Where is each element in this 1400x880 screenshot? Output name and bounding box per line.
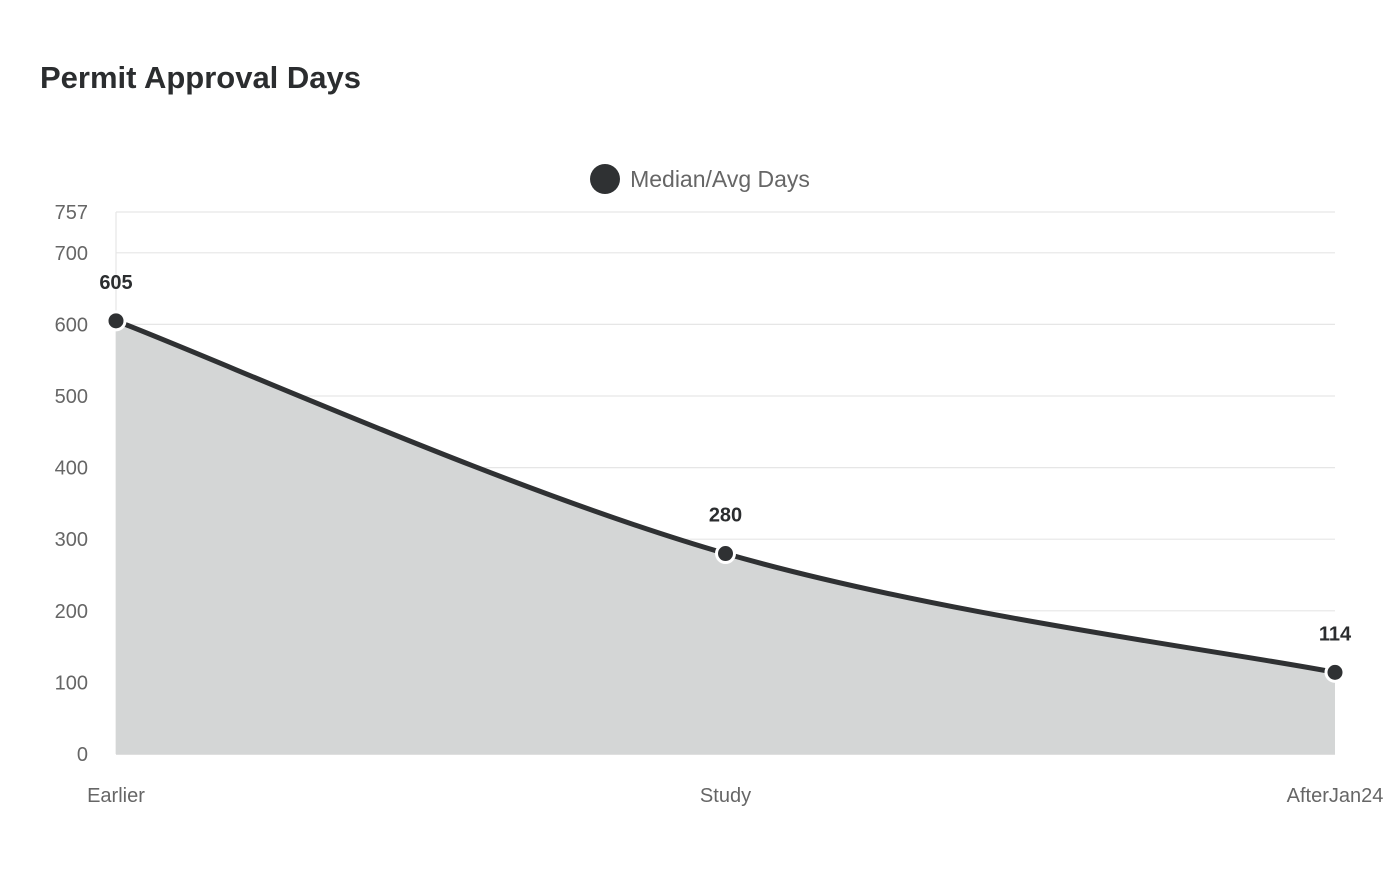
- data-point[interactable]: [105, 310, 127, 332]
- y-tick-label: 500: [55, 386, 88, 408]
- x-tick-label: AfterJan24: [1287, 785, 1384, 807]
- data-label: 114: [1319, 623, 1352, 645]
- data-point[interactable]: [1324, 661, 1346, 683]
- legend-swatch-icon: [590, 164, 621, 194]
- y-tick-label: 200: [55, 601, 88, 623]
- data-point[interactable]: [715, 543, 736, 565]
- y-tick-label: 400: [55, 458, 88, 480]
- series-area-fill: [116, 320, 1335, 754]
- y-tick-label: 0: [77, 744, 88, 766]
- legend[interactable]: Median/Avg Days: [0, 164, 1400, 194]
- legend-label: Median/Avg Days: [630, 165, 810, 192]
- x-tick-label: Earlier: [87, 785, 145, 807]
- data-label: 605: [99, 272, 132, 294]
- x-axis-labels: Earlier Study AfterJan24: [87, 785, 1383, 807]
- series-area: [116, 320, 1335, 754]
- data-points: [105, 310, 1346, 683]
- y-tick-label: 600: [55, 314, 88, 336]
- data-label: 280: [709, 505, 742, 527]
- x-tick-label: Study: [700, 785, 751, 807]
- chart-title: Permit Approval Days: [40, 60, 362, 95]
- y-tick-label: 700: [55, 243, 88, 265]
- y-tick-label: 757: [55, 202, 88, 224]
- y-axis-labels: 0 100 200 300 400 500 600 700 757: [55, 202, 88, 766]
- data-labels: 605 280 114: [99, 272, 1352, 646]
- y-tick-label: 100: [55, 672, 88, 694]
- y-tick-label: 300: [55, 529, 88, 551]
